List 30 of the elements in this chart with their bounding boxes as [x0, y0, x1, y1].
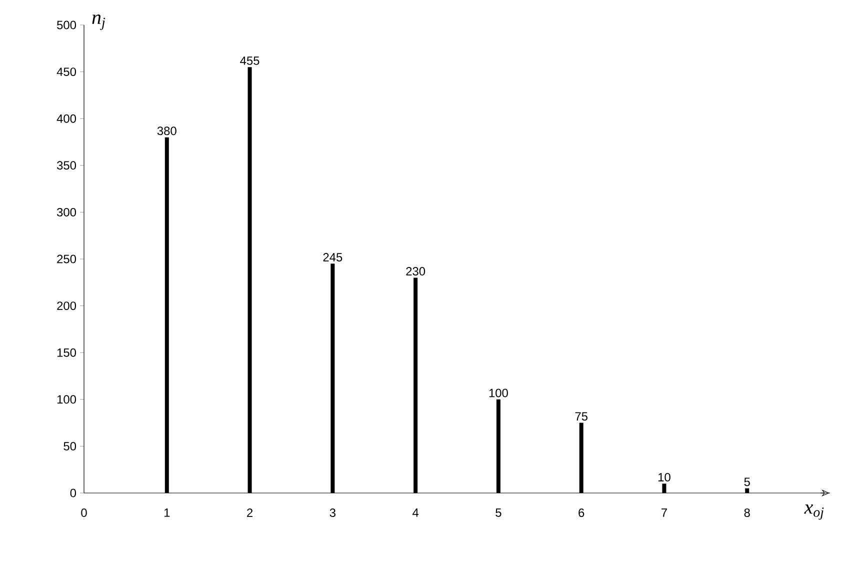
- data-label: 100: [489, 388, 508, 398]
- y-tick-label: 300: [56, 208, 76, 216]
- y-tick-label: 0: [70, 488, 76, 498]
- x-tick-label: 5: [496, 508, 502, 517]
- x-tick-label: 7: [662, 508, 667, 517]
- data-label: 75: [575, 412, 588, 421]
- y-tick-label: 250: [57, 254, 76, 264]
- x-tick-label: 3: [330, 508, 336, 517]
- y-tick-label: 350: [56, 161, 76, 170]
- data-label: 455: [240, 56, 260, 65]
- x-tick-label: 1: [164, 508, 170, 517]
- y-axis-title: n$_{j}$: [92, 14, 106, 30]
- data-label: 245: [323, 253, 342, 262]
- data-label: 10: [658, 472, 670, 482]
- data-label: 5: [744, 478, 750, 486]
- x-tick-label: 2: [247, 508, 252, 517]
- y-tick-label: 150: [57, 348, 76, 357]
- y-tick-label: 100: [57, 395, 76, 404]
- y-tick-label: 450: [56, 68, 76, 76]
- x-tick-label: 0: [81, 508, 87, 517]
- x-tick-label: 8: [744, 508, 750, 517]
- y-tick-label: 50: [64, 442, 76, 450]
- data-label: 380: [157, 126, 176, 136]
- x-axis-title: x$_{oj}$: [804, 504, 824, 520]
- x-tick-label: 6: [578, 508, 584, 517]
- x-tick-label: 4: [412, 508, 419, 517]
- y-tick-label: 500: [57, 20, 76, 30]
- y-tick-label: 200: [57, 302, 76, 310]
- y-tick-label: 400: [56, 114, 76, 123]
- data-label: 230: [406, 267, 426, 276]
